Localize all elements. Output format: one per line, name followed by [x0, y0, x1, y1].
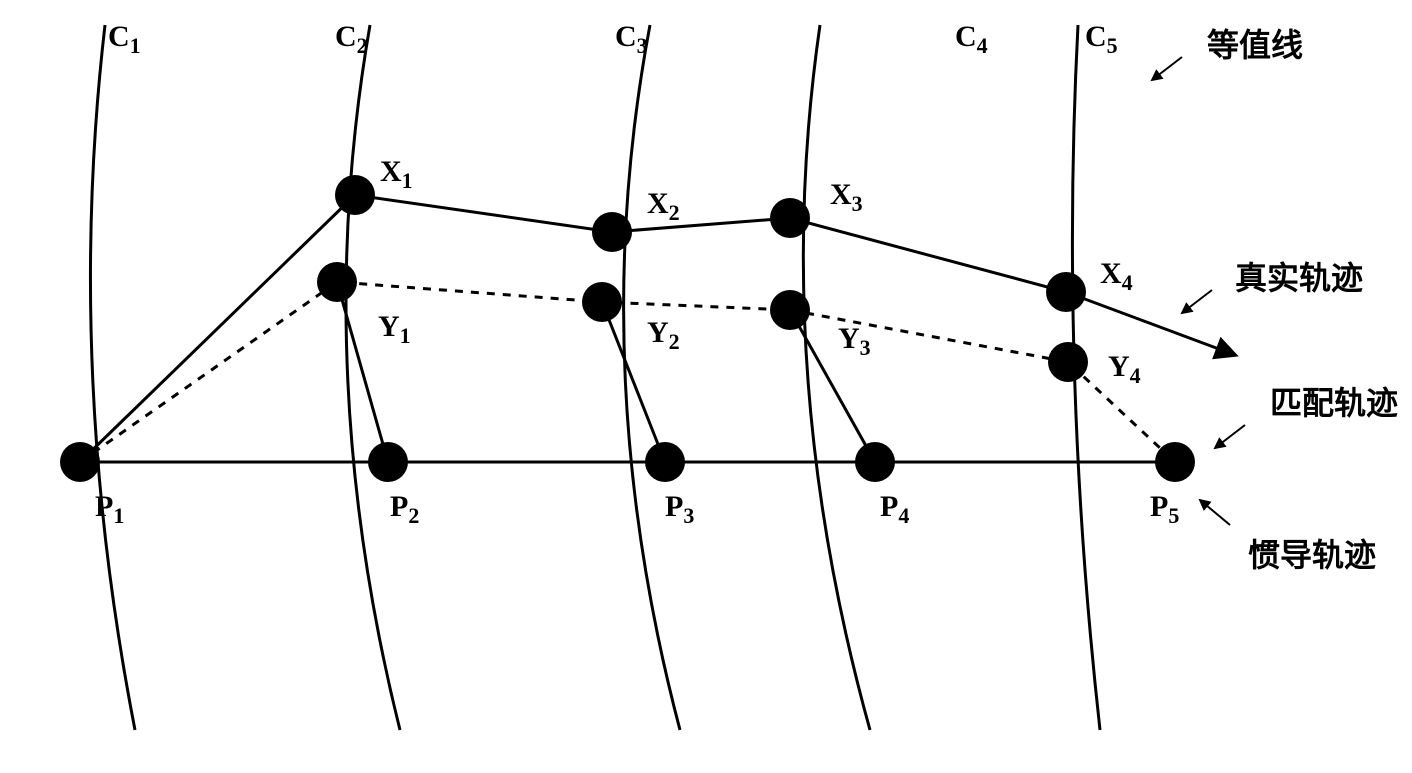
point-label: Y3: [838, 322, 871, 361]
legend-text: 真实轨迹: [1235, 253, 1363, 299]
point-label: X1: [380, 155, 413, 194]
data-point: [317, 262, 357, 302]
point-label: P2: [390, 490, 419, 529]
curve-label: C1: [108, 20, 141, 59]
data-point: [592, 212, 632, 252]
curve-label: C3: [615, 20, 648, 59]
point-label: X4: [1100, 257, 1133, 296]
legend-text: 惯导轨迹: [1248, 530, 1376, 576]
legend-arrow: [1152, 57, 1182, 80]
legend-arrow: [1200, 500, 1230, 525]
data-point: [368, 442, 408, 482]
data-point: [60, 442, 100, 482]
data-point: [770, 290, 810, 330]
point-label: P1: [95, 490, 124, 529]
legend-arrow: [1215, 425, 1245, 448]
diagram-canvas: [0, 0, 1412, 773]
data-point: [855, 442, 895, 482]
legend-text: 匹配轨迹: [1270, 378, 1398, 424]
data-point: [582, 282, 622, 322]
contour-curve: [90, 25, 135, 730]
data-point: [645, 442, 685, 482]
curve-label: C5: [1085, 20, 1118, 59]
curve-label: C2: [335, 20, 368, 59]
contour-curve: [346, 25, 400, 730]
point-label: Y1: [378, 310, 411, 349]
legend-arrow: [1182, 290, 1212, 313]
curve-label: C4: [955, 20, 988, 59]
point-label: P4: [880, 490, 909, 529]
point-label: Y2: [647, 316, 680, 355]
point-label: Y4: [1108, 350, 1141, 389]
data-point: [1048, 342, 1088, 382]
drop-line: [337, 282, 388, 462]
point-label: X2: [647, 187, 680, 226]
point-label: P3: [665, 490, 694, 529]
data-point: [1046, 272, 1086, 312]
data-point: [335, 175, 375, 215]
point-label: P5: [1150, 490, 1179, 529]
data-point: [1155, 442, 1195, 482]
data-point: [770, 198, 810, 238]
legend-text: 等值线: [1207, 20, 1303, 66]
point-label: X3: [830, 178, 863, 217]
contour-curve: [803, 25, 870, 730]
